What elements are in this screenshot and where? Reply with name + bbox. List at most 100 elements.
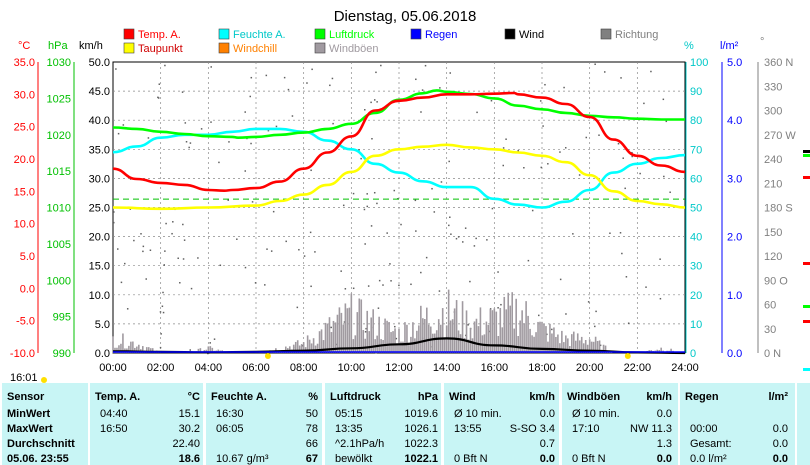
temp-tick-label: 35.0 [14,57,35,69]
direction-dot [669,191,671,194]
wind-text: 0 Bft N [454,453,488,465]
time-tick-label: 06:00 [242,362,270,374]
direction-dot [400,223,402,226]
direction-axis-unit: ° [760,36,764,48]
header-pressure: Luftdruck [330,391,381,403]
direction-dot [366,205,369,208]
direction-dot [275,125,278,128]
direction-dot [179,282,181,284]
sun-indicator [41,377,47,383]
value-marker-2 [803,176,810,179]
direction-tick-label: 360 N [764,57,793,69]
gust-text: 17:10 [572,423,600,435]
time-tick-label: 20:00 [576,362,604,374]
time-tick-label: 16:00 [481,362,509,374]
time-tick-label: 12:00 [385,362,413,374]
direction-dot [502,164,504,167]
col-temp [90,383,203,465]
direction-dot [344,288,347,290]
statistics-table [0,383,810,465]
direction-dot [559,278,562,281]
pressure-tick-label: 1025 [47,93,71,105]
direction-dot [163,264,165,266]
direction-dot [500,303,502,306]
direction-dot [415,78,417,81]
direction-dot [291,115,294,117]
direction-dot [449,216,451,218]
direction-dot [376,202,378,205]
direction-dot [283,76,286,79]
direction-dot [162,291,164,294]
direction-dot [448,224,450,227]
direction-dot [117,132,120,135]
wind-value: S-SO 3.4 [509,423,555,435]
humidity-tick-label: 80 [690,115,702,127]
direction-dot [190,287,193,290]
direction-dot [544,83,546,86]
temp-tick-label: 30.0 [14,89,35,101]
direction-dot [363,208,366,211]
legend-swatch-5 [314,42,326,54]
direction-dot [625,276,628,278]
direction-dot [486,239,488,241]
temp-tick-label: -5.0 [16,316,35,328]
direction-dot [365,327,367,330]
humidity-tick-label: 90 [690,86,702,98]
direction-dot [373,191,376,194]
direction-dot [303,255,306,257]
series-dewpoint [112,143,686,211]
direction-dot [158,83,161,85]
direction-dot [448,160,450,163]
direction-dot [440,181,443,183]
wind-tick-label: 0.0 [95,348,110,360]
humidity-tick-label: 40 [690,232,702,244]
wind-tick-label: 40.0 [89,115,110,127]
direction-tick-label: 90 O [764,275,788,287]
rain-value: 0.0 [772,438,788,450]
rain-value: 0.0 [772,453,788,465]
rain-tick-label: 4.0 [727,115,742,127]
direction-dot [491,207,494,210]
direction-dot [129,178,132,180]
temp-time: 04:40 [100,408,128,420]
direction-dot [643,102,645,105]
direction-dot [219,264,222,267]
direction-dot [371,137,373,140]
value-marker-1 [803,154,810,157]
direction-dot [140,233,142,235]
legend-swatch-3 [218,42,230,54]
direction-dot [227,199,229,201]
direction-dot [182,258,185,260]
direction-dot [598,134,600,136]
temp-tick-label: 15.0 [14,186,35,198]
pressure-tick-label: 995 [53,312,71,324]
legend-label-1: Taupunkt [138,43,183,55]
direction-dot [272,210,275,213]
rain-tick-label: 5.0 [727,57,742,69]
legend-swatch-8 [600,28,612,40]
direction-dot [270,250,273,252]
direction-dot [415,230,417,232]
pressure-tick-label: 1020 [47,130,71,142]
direction-dot [420,271,422,274]
direction-dot [538,314,540,317]
time-tick-label: 24:00 [671,362,699,374]
humidity-value: 78 [305,423,318,435]
direction-dot [565,313,567,315]
direction-tick-label: 300 [764,106,782,118]
direction-dot [340,270,342,272]
time-tick-label: 10:00 [338,362,366,374]
direction-tick-label: 0 N [764,348,781,360]
rain-tick-label: 0.0 [727,348,742,360]
direction-dot [172,221,174,223]
direction-dot [145,278,147,280]
direction-dot [414,199,417,202]
direction-dot [386,232,388,234]
direction-dot [126,308,129,310]
direction-dot [467,324,469,326]
direction-dot [546,333,548,336]
header-pressure-unit: hPa [417,391,438,403]
direction-tick-label: 240 [764,154,782,166]
rain-value: 0.0 [772,423,788,435]
direction-dot [424,64,427,67]
